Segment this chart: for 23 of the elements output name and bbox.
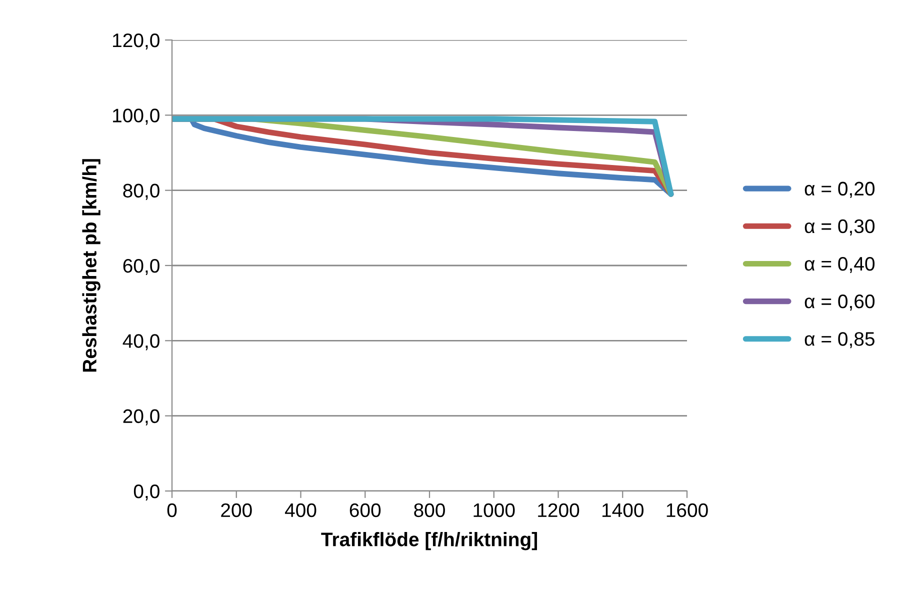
legend-label: α = 0,60: [804, 294, 875, 311]
x-axis-title: Trafikflöde [f/h/riktning]: [321, 532, 537, 550]
y-tick-label: 0,0: [134, 484, 160, 501]
y-tick-label: 120,0: [113, 33, 160, 50]
x-tick-label: 1000: [474, 503, 515, 518]
y-axis-title: Reshastighet pb [km/h]: [82, 159, 100, 372]
x-tick-label: 800: [414, 503, 445, 518]
legend-label: α = 0,30: [804, 219, 875, 236]
x-tick-label: 400: [284, 503, 316, 518]
legend-label: α = 0,85: [804, 332, 874, 348]
legend-label: α = 0,40: [804, 256, 875, 274]
x-tick-label: 1200: [538, 503, 580, 518]
x-tick-label: 600: [350, 503, 381, 518]
y-tick-label: 60,0: [123, 258, 160, 276]
x-tick-label: 1600: [666, 503, 708, 518]
y-tick-label: 100,0: [113, 108, 160, 125]
y-tick-label: 20,0: [123, 409, 160, 426]
x-tick-label: 200: [221, 503, 252, 518]
y-tick-label: 80,0: [123, 184, 160, 200]
x-tick-label: 1400: [602, 503, 644, 518]
legend-label: α = 0,20: [804, 182, 875, 198]
y-tick-label: 40,0: [122, 334, 160, 350]
x-tick-label: 0: [167, 503, 177, 518]
